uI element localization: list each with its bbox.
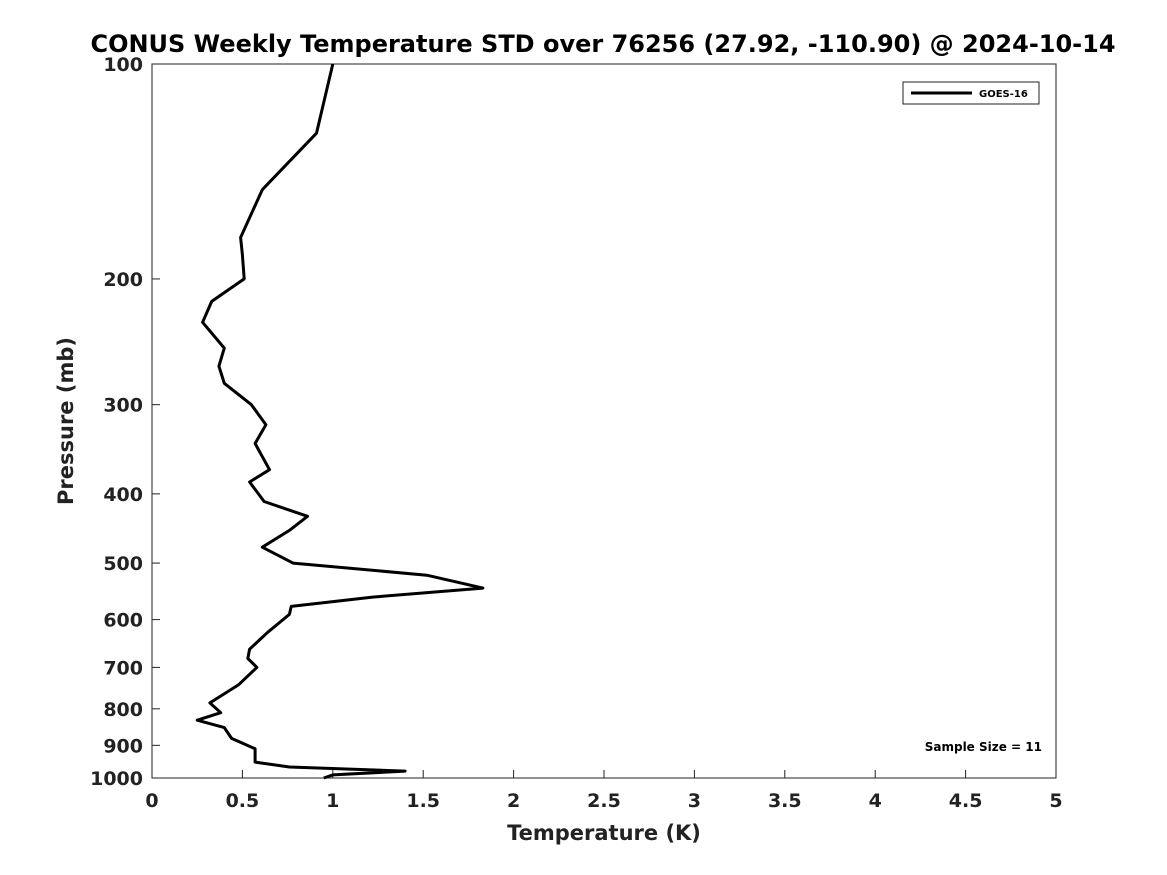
y-tick-label: 600 [103,610,143,632]
y-tick-label: 700 [103,657,143,679]
x-tick-label: 5 [1049,790,1062,812]
plot-area [151,63,1057,779]
x-axis-label: Temperature (K) [507,821,701,845]
y-tick-label: 900 [103,735,143,757]
y-tick-label: 100 [103,54,143,76]
y-axis-label: Pressure (mb) [54,337,78,505]
y-tick-label: 200 [103,269,143,291]
y-axis: 100 200 300 400 500 600 700 800 900 1000 [90,54,160,790]
x-tick-label: 3 [688,790,701,812]
sample-size-annotation: Sample Size = 11 [925,740,1042,754]
x-tick-label: 3.5 [768,790,802,812]
x-tick-label: 4.5 [949,790,983,812]
x-tick-label: 0.5 [226,790,260,812]
series-line-goes-16 [195,63,485,780]
y-tick-label: 300 [103,395,143,417]
x-tick-label: 4 [869,790,882,812]
chart-title: CONUS Weekly Temperature STD over 76256 … [90,30,1115,58]
y-tick-label: 800 [103,699,143,721]
x-tick-label: 2 [507,790,520,812]
y-tick-label: 400 [103,484,143,506]
y-tick-label: 1000 [90,768,143,790]
legend: GOES-16 [902,81,1040,105]
legend-label-goes-16: GOES-16 [979,89,1028,100]
x-axis: 0 0.5 1 1.5 2 2.5 3 3.5 4 4.5 5 [145,770,1063,812]
x-tick-label: 1 [326,790,339,812]
y-tick-label: 500 [103,553,143,575]
x-tick-label: 0 [145,790,158,812]
x-tick-label: 1.5 [406,790,440,812]
x-tick-label: 2.5 [587,790,621,812]
